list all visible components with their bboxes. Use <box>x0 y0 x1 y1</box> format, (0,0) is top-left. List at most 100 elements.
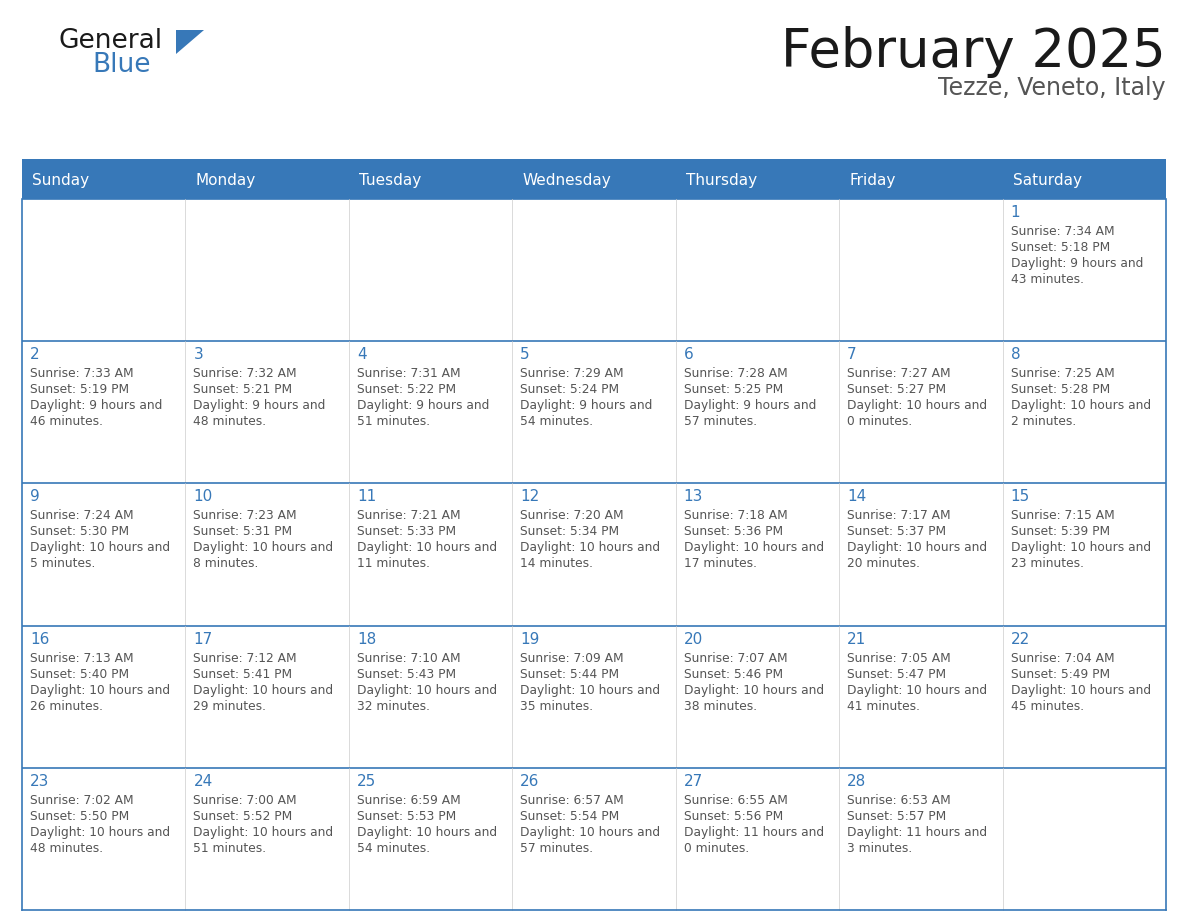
Text: 54 minutes.: 54 minutes. <box>356 842 430 855</box>
Text: Sunset: 5:33 PM: Sunset: 5:33 PM <box>356 525 456 538</box>
Text: Sunset: 5:57 PM: Sunset: 5:57 PM <box>847 810 947 823</box>
Text: Sunrise: 7:31 AM: Sunrise: 7:31 AM <box>356 367 461 380</box>
Text: 51 minutes.: 51 minutes. <box>194 842 266 855</box>
Text: 5 minutes.: 5 minutes. <box>30 557 95 570</box>
Text: Sunrise: 6:55 AM: Sunrise: 6:55 AM <box>684 794 788 807</box>
Bar <box>23 163 1165 199</box>
Text: 9: 9 <box>30 489 39 504</box>
Text: Sunrise: 7:21 AM: Sunrise: 7:21 AM <box>356 509 461 522</box>
Text: Daylight: 11 hours and: Daylight: 11 hours and <box>847 826 987 839</box>
Text: 0 minutes.: 0 minutes. <box>847 415 912 428</box>
Text: 26 minutes.: 26 minutes. <box>30 700 103 712</box>
Text: Daylight: 10 hours and: Daylight: 10 hours and <box>30 542 170 554</box>
Text: Daylight: 10 hours and: Daylight: 10 hours and <box>684 684 823 697</box>
Text: Sunrise: 7:32 AM: Sunrise: 7:32 AM <box>194 367 297 380</box>
Text: Sunrise: 6:57 AM: Sunrise: 6:57 AM <box>520 794 624 807</box>
Text: Daylight: 10 hours and: Daylight: 10 hours and <box>1011 684 1151 697</box>
Text: Sunrise: 7:27 AM: Sunrise: 7:27 AM <box>847 367 950 380</box>
Text: Sunset: 5:21 PM: Sunset: 5:21 PM <box>194 383 292 397</box>
Text: 3 minutes.: 3 minutes. <box>847 842 912 855</box>
Text: 8 minutes.: 8 minutes. <box>194 557 259 570</box>
Text: Daylight: 10 hours and: Daylight: 10 hours and <box>520 684 661 697</box>
Text: Sunrise: 7:00 AM: Sunrise: 7:00 AM <box>194 794 297 807</box>
Text: Monday: Monday <box>196 174 255 188</box>
Text: Sunset: 5:52 PM: Sunset: 5:52 PM <box>194 810 292 823</box>
Text: 24: 24 <box>194 774 213 789</box>
Text: Sunset: 5:44 PM: Sunset: 5:44 PM <box>520 667 619 680</box>
Text: Sunset: 5:22 PM: Sunset: 5:22 PM <box>356 383 456 397</box>
Text: Sunrise: 7:04 AM: Sunrise: 7:04 AM <box>1011 652 1114 665</box>
Text: 32 minutes.: 32 minutes. <box>356 700 430 712</box>
Text: 28: 28 <box>847 774 866 789</box>
Text: Sunset: 5:43 PM: Sunset: 5:43 PM <box>356 667 456 680</box>
Text: Daylight: 9 hours and: Daylight: 9 hours and <box>356 399 489 412</box>
Text: 29 minutes.: 29 minutes. <box>194 700 266 712</box>
Text: Daylight: 9 hours and: Daylight: 9 hours and <box>194 399 326 412</box>
Text: 48 minutes.: 48 minutes. <box>30 842 103 855</box>
Text: Sunset: 5:39 PM: Sunset: 5:39 PM <box>1011 525 1110 538</box>
Text: Sunset: 5:36 PM: Sunset: 5:36 PM <box>684 525 783 538</box>
Text: Sunrise: 7:17 AM: Sunrise: 7:17 AM <box>847 509 950 522</box>
Text: 4: 4 <box>356 347 366 363</box>
Text: Sunrise: 7:15 AM: Sunrise: 7:15 AM <box>1011 509 1114 522</box>
Text: Daylight: 9 hours and: Daylight: 9 hours and <box>520 399 652 412</box>
Text: 51 minutes.: 51 minutes. <box>356 415 430 428</box>
Text: 5: 5 <box>520 347 530 363</box>
Text: 7: 7 <box>847 347 857 363</box>
Text: Daylight: 10 hours and: Daylight: 10 hours and <box>847 399 987 412</box>
Text: Sunset: 5:46 PM: Sunset: 5:46 PM <box>684 667 783 680</box>
Text: Daylight: 10 hours and: Daylight: 10 hours and <box>847 542 987 554</box>
Text: 48 minutes.: 48 minutes. <box>194 415 266 428</box>
Text: Sunrise: 7:09 AM: Sunrise: 7:09 AM <box>520 652 624 665</box>
Text: Daylight: 10 hours and: Daylight: 10 hours and <box>847 684 987 697</box>
Text: Sunset: 5:47 PM: Sunset: 5:47 PM <box>847 667 947 680</box>
Text: 15: 15 <box>1011 489 1030 504</box>
Text: Sunset: 5:53 PM: Sunset: 5:53 PM <box>356 810 456 823</box>
Text: General: General <box>58 28 162 54</box>
Text: Daylight: 11 hours and: Daylight: 11 hours and <box>684 826 823 839</box>
Text: Daylight: 10 hours and: Daylight: 10 hours and <box>1011 399 1151 412</box>
Text: Sunrise: 7:23 AM: Sunrise: 7:23 AM <box>194 509 297 522</box>
Text: Daylight: 10 hours and: Daylight: 10 hours and <box>520 542 661 554</box>
Text: 35 minutes.: 35 minutes. <box>520 700 594 712</box>
Text: Daylight: 10 hours and: Daylight: 10 hours and <box>1011 542 1151 554</box>
Text: Sunrise: 7:18 AM: Sunrise: 7:18 AM <box>684 509 788 522</box>
Text: Blue: Blue <box>91 52 151 78</box>
Text: Sunrise: 7:20 AM: Sunrise: 7:20 AM <box>520 509 624 522</box>
Text: 0 minutes.: 0 minutes. <box>684 842 748 855</box>
Text: Sunrise: 6:53 AM: Sunrise: 6:53 AM <box>847 794 950 807</box>
Text: 54 minutes.: 54 minutes. <box>520 415 594 428</box>
Text: 25: 25 <box>356 774 377 789</box>
Text: 2 minutes.: 2 minutes. <box>1011 415 1076 428</box>
Text: Daylight: 10 hours and: Daylight: 10 hours and <box>194 826 334 839</box>
Text: Sunrise: 7:28 AM: Sunrise: 7:28 AM <box>684 367 788 380</box>
Text: Sunset: 5:27 PM: Sunset: 5:27 PM <box>847 383 947 397</box>
Text: 41 minutes.: 41 minutes. <box>847 700 921 712</box>
Text: Daylight: 10 hours and: Daylight: 10 hours and <box>194 684 334 697</box>
Text: Sunrise: 7:12 AM: Sunrise: 7:12 AM <box>194 652 297 665</box>
Text: 21: 21 <box>847 632 866 646</box>
Text: Sunset: 5:49 PM: Sunset: 5:49 PM <box>1011 667 1110 680</box>
Text: 26: 26 <box>520 774 539 789</box>
Text: Sunrise: 7:24 AM: Sunrise: 7:24 AM <box>30 509 133 522</box>
Text: Daylight: 10 hours and: Daylight: 10 hours and <box>684 542 823 554</box>
Text: Sunrise: 7:25 AM: Sunrise: 7:25 AM <box>1011 367 1114 380</box>
Text: 57 minutes.: 57 minutes. <box>520 842 594 855</box>
Text: Sunset: 5:28 PM: Sunset: 5:28 PM <box>1011 383 1110 397</box>
Text: 16: 16 <box>30 632 50 646</box>
Text: Saturday: Saturday <box>1012 174 1081 188</box>
Text: Friday: Friday <box>849 174 896 188</box>
Text: Sunrise: 7:33 AM: Sunrise: 7:33 AM <box>30 367 133 380</box>
Text: Sunset: 5:41 PM: Sunset: 5:41 PM <box>194 667 292 680</box>
Text: Daylight: 10 hours and: Daylight: 10 hours and <box>356 542 497 554</box>
Text: Daylight: 10 hours and: Daylight: 10 hours and <box>520 826 661 839</box>
Text: 20 minutes.: 20 minutes. <box>847 557 921 570</box>
Text: Sunset: 5:24 PM: Sunset: 5:24 PM <box>520 383 619 397</box>
Text: Tuesday: Tuesday <box>359 174 421 188</box>
Text: 43 minutes.: 43 minutes. <box>1011 273 1083 286</box>
Text: 57 minutes.: 57 minutes. <box>684 415 757 428</box>
Text: Sunset: 5:50 PM: Sunset: 5:50 PM <box>30 810 129 823</box>
Text: 14: 14 <box>847 489 866 504</box>
Text: 45 minutes.: 45 minutes. <box>1011 700 1083 712</box>
Text: Daylight: 9 hours and: Daylight: 9 hours and <box>1011 257 1143 270</box>
